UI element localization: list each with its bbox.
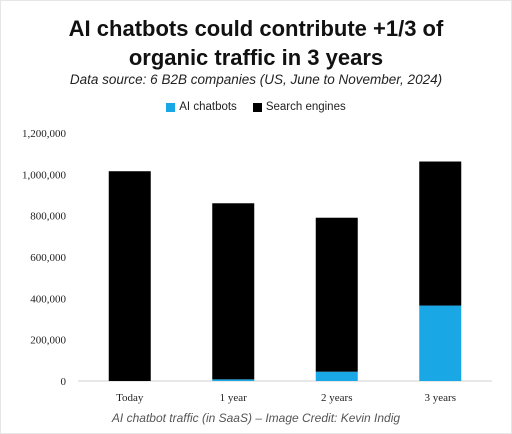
bar-segment-search-engines	[419, 161, 462, 306]
y-tick-label: 1,200,000	[22, 128, 67, 140]
legend-item-ai-chatbots: AI chatbots	[166, 101, 237, 113]
y-tick-label: 600,000	[30, 252, 66, 264]
bar-segment-search-engines	[315, 217, 358, 372]
legend-label-ai-chatbots: AI chatbots	[179, 101, 237, 113]
legend-swatch-search-engines	[252, 102, 262, 112]
y-tick-label: 400,000	[30, 293, 66, 305]
x-tick-label: 3 years	[425, 392, 456, 404]
legend-label-search-engines: Search engines	[265, 101, 346, 113]
legend-swatch-ai-chatbots	[166, 102, 176, 112]
chart-caption: AI chatbot traffic (in SaaS) – Image Cre…	[111, 411, 401, 425]
title-line-1: AI chatbots could contribute +1/3 of	[68, 16, 444, 41]
y-tick-label: 200,000	[30, 335, 66, 347]
bar-segment-ai-chatbots	[315, 371, 358, 381]
bar-segment-search-engines	[212, 203, 255, 380]
title-line-2: organic traffic in 3 years	[128, 45, 384, 70]
chart-title: AI chatbots could contribute +1/3 of org…	[0, 14, 512, 72]
x-tick-label: 2 years	[321, 392, 352, 404]
bar-segment-search-engines	[108, 171, 151, 381]
bar-segment-ai-chatbots	[419, 305, 462, 381]
x-tick-label: Today	[116, 392, 144, 404]
y-tick-label: 1,000,000	[22, 169, 67, 181]
x-tick-label: 1 year	[220, 392, 248, 404]
bar-segment-ai-chatbots	[212, 379, 255, 381]
y-tick-label: 0	[61, 376, 67, 388]
legend-item-search-engines: Search engines	[252, 101, 346, 113]
chart-legend: AI chatbots Search engines	[0, 101, 512, 113]
chart-subtitle: Data source: 6 B2B companies (US, June t…	[69, 72, 443, 87]
y-tick-label: 800,000	[30, 211, 66, 223]
